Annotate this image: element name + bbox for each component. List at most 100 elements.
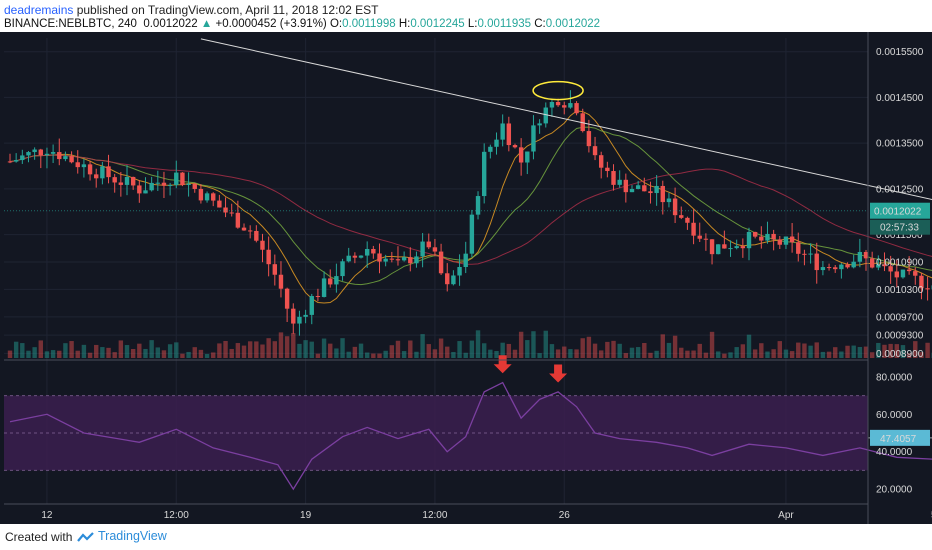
volume-bar — [155, 347, 160, 358]
candle-body — [192, 183, 197, 189]
price-axis[interactable]: 0.0015500 0.0014500 0.0013500 0.0012500 0.00… — [876, 47, 924, 360]
candle-body — [820, 267, 826, 271]
chart-area[interactable]: 0.0015500 0.0014500 0.0013500 0.0012500 0.00… — [0, 32, 932, 524]
volume-bar — [143, 348, 148, 358]
peak-highlight-circle — [532, 80, 584, 101]
time-tick-label: 12:00 — [164, 510, 189, 521]
rsi-value-badge — [870, 429, 930, 446]
volume-bar — [623, 353, 629, 358]
tradingview-logo-icon[interactable] — [77, 532, 95, 543]
volume-bar — [161, 350, 167, 358]
volume-bar — [746, 334, 752, 358]
candle-body — [50, 152, 56, 154]
candle-body — [777, 239, 782, 245]
candle-body — [555, 101, 561, 106]
candle-body — [531, 125, 536, 152]
candle-body — [894, 271, 899, 278]
author-link[interactable]: deadremains — [4, 3, 74, 17]
volume-bar — [377, 353, 382, 358]
candle-body — [789, 236, 795, 243]
candle-body — [7, 161, 13, 163]
volume-bar — [328, 343, 333, 358]
volume-bar — [401, 351, 407, 358]
candle-body — [845, 264, 850, 268]
volume-bar — [211, 352, 216, 358]
candle-body — [198, 188, 204, 201]
volume-bar — [826, 351, 832, 358]
red-arrow-icon[interactable] — [493, 355, 512, 374]
candle-body — [358, 255, 364, 258]
candle-body — [703, 238, 709, 240]
candle-body — [309, 296, 314, 315]
volume-bar — [432, 349, 438, 358]
volume-bar — [562, 346, 567, 358]
volume-bar — [260, 344, 265, 358]
open-label: O: — [329, 18, 343, 30]
volume-bar — [38, 340, 43, 358]
candle-body — [87, 164, 93, 175]
open-value: 0.0011998 — [342, 18, 396, 30]
candle-body — [537, 123, 542, 126]
symbol-label[interactable]: BINANCE:NEBLBTC, 240 — [4, 18, 137, 30]
volume-bar — [451, 352, 456, 358]
candle-body — [525, 151, 530, 163]
candle-body — [783, 236, 789, 245]
tradingview-brand[interactable]: TradingView — [98, 529, 167, 543]
volume-bar — [555, 349, 561, 358]
volume-bar — [81, 344, 87, 358]
volume-bar — [592, 343, 598, 358]
candle-body — [340, 261, 345, 277]
volume-bar — [888, 343, 893, 358]
candle-body — [728, 248, 733, 250]
volume-bar — [857, 346, 863, 358]
volume-bar — [703, 352, 709, 358]
trendline[interactable] — [200, 38, 932, 301]
volume-bar — [395, 340, 401, 358]
volume-bar — [463, 352, 468, 358]
volume-bar — [266, 338, 271, 358]
volume-bar — [75, 350, 80, 358]
candle-body — [426, 241, 431, 248]
high-label: H: — [398, 18, 411, 30]
candle-body — [247, 230, 253, 232]
volume-bar — [217, 343, 222, 358]
volume-bar — [112, 352, 117, 358]
volume-bar — [13, 341, 19, 358]
rsi-axis[interactable]: 80.0000 60.0000 40.0000 20.0000 — [876, 372, 913, 495]
volume-bar — [525, 340, 530, 358]
candle-body — [586, 131, 592, 147]
candle-body — [297, 316, 302, 324]
last-price: 0.0012022 — [143, 18, 198, 30]
highlight-circles[interactable] — [532, 80, 932, 237]
candle-body — [734, 246, 739, 249]
volume-bar — [660, 334, 665, 358]
volume-bar — [315, 353, 321, 358]
volume-bar — [383, 350, 388, 358]
rsi-arrows[interactable] — [493, 355, 932, 403]
volume-bar — [192, 347, 197, 358]
candle-body — [746, 231, 752, 249]
candle-body — [377, 253, 382, 262]
candle-body — [254, 230, 259, 241]
volume-bar — [297, 343, 302, 358]
candle-body — [161, 182, 167, 186]
candle-body — [94, 174, 99, 179]
candle-body — [457, 267, 462, 276]
time-tick-label: 5 — [931, 510, 932, 521]
volume-bar — [882, 344, 887, 358]
chart-svg[interactable]: 0.0015500 0.0014500 0.0013500 0.0012500 0.00… — [0, 32, 932, 524]
axis-value-labels: 0.0012022 02:57:33 47.4057 — [4, 202, 930, 446]
candle-body — [174, 172, 179, 186]
candle-body — [124, 176, 130, 185]
red-arrow-icon[interactable] — [549, 364, 568, 383]
volume-bar — [537, 353, 542, 358]
candle-body — [241, 227, 247, 231]
price-tick-label: 0.0013500 — [876, 139, 924, 150]
volume-bar — [438, 338, 444, 358]
volume-bar — [57, 350, 62, 358]
volume-bar — [309, 341, 314, 358]
volume-bar — [494, 350, 499, 358]
candle-body — [475, 196, 481, 215]
volume-bar — [106, 347, 111, 358]
